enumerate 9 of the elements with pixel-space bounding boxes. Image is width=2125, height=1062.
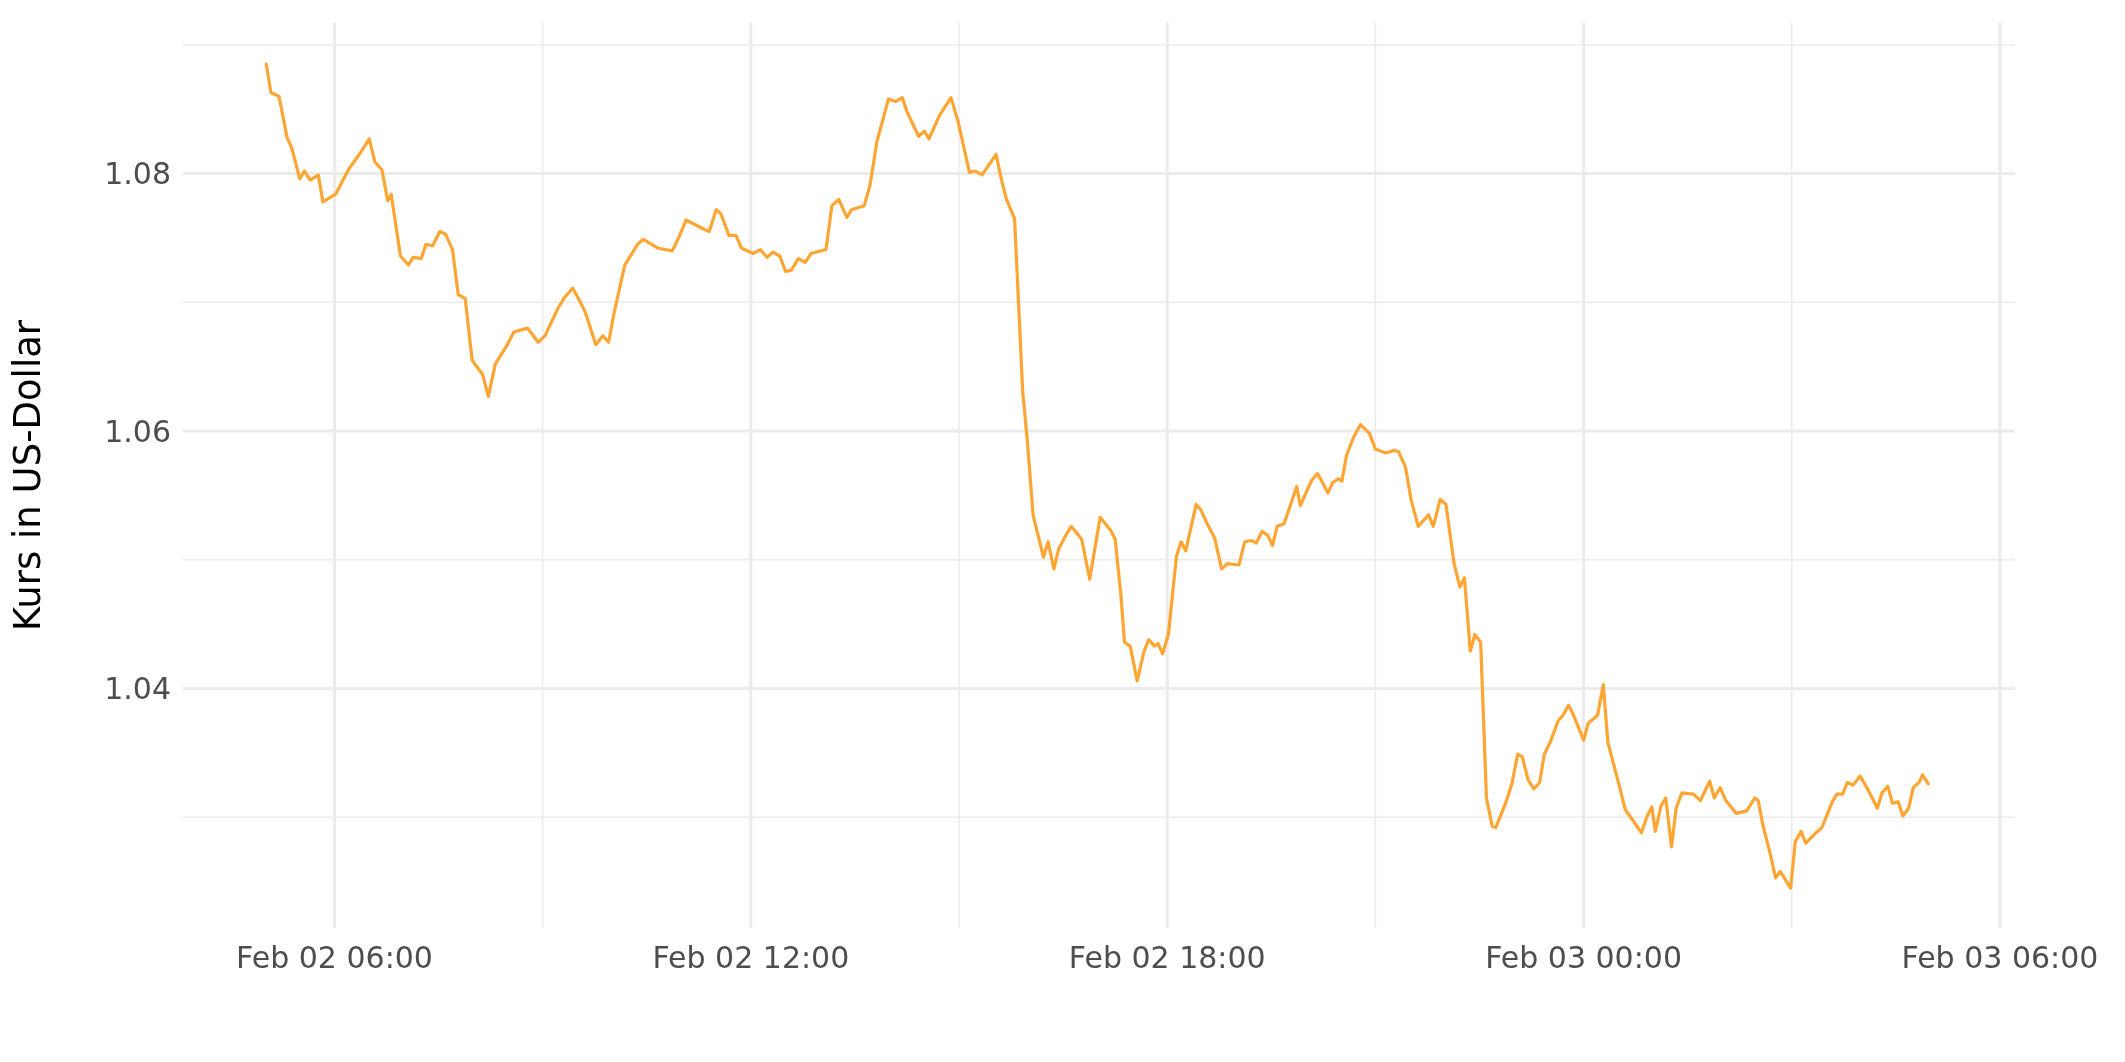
x-tick-label: Feb 03 06:00 [1901,940,2099,975]
x-tick-label: Feb 03 00:00 [1485,940,1683,975]
y-tick-label: 1.08 [104,156,171,192]
y-axis-title: Kurs in US-Dollar [6,319,49,632]
x-tick-label: Feb 02 12:00 [652,940,850,975]
y-tick-label: 1.06 [104,413,171,449]
x-tick-label: Feb 02 06:00 [236,940,433,975]
x-tick-label: Feb 02 18:00 [1068,940,1266,975]
y-tick-label: 1.04 [104,671,171,707]
